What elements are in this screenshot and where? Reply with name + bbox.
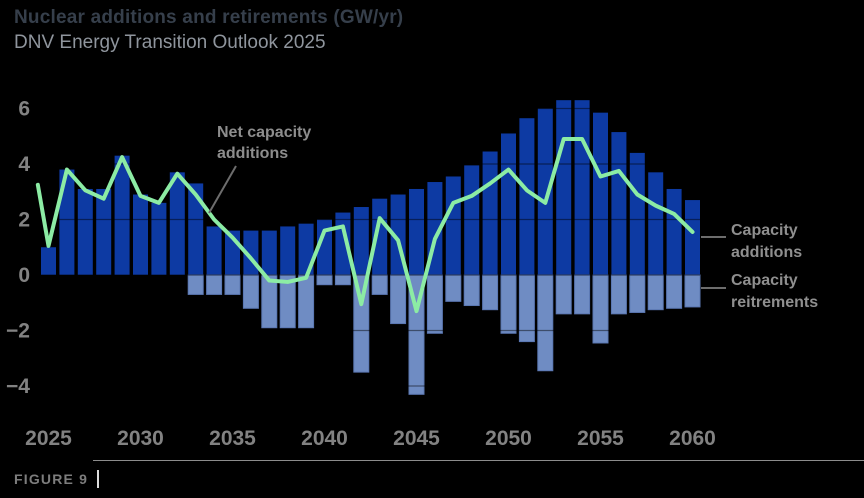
bar-retirement-2057 [629, 274, 646, 313]
bar-addition-2051 [519, 118, 535, 276]
bar-addition-2045 [409, 188, 424, 275]
bar-addition-2033 [188, 183, 204, 275]
bar-retirement-2036 [242, 274, 259, 309]
bar-addition-2043 [372, 198, 388, 275]
bar-retirement-2053 [555, 274, 572, 315]
bar-addition-2040 [317, 219, 332, 275]
legend-retirements-leader-line [701, 287, 726, 289]
bar-addition-2030 [133, 194, 148, 275]
bar-addition-2038 [280, 226, 296, 275]
legend-capacity-retirements-line1: Capacity [731, 272, 798, 289]
legend-capacity-additions-line2: additions [731, 244, 803, 261]
bar-addition-2048 [464, 165, 480, 275]
bar-addition-2054 [574, 100, 590, 275]
bar-addition-2058 [648, 172, 664, 275]
x-tick-label-2030: 2030 [117, 427, 164, 450]
bar-addition-2060 [685, 200, 700, 275]
bar-addition-2052 [537, 108, 553, 275]
bar-addition-2028 [96, 188, 112, 275]
bar-retirement-2039 [298, 274, 315, 329]
bar-addition-2027 [77, 188, 93, 275]
bar-addition-2032 [169, 172, 185, 275]
bar-retirement-2045 [408, 274, 425, 395]
x-tick-label-2025: 2025 [25, 427, 72, 450]
x-tick-label-2055: 2055 [577, 427, 624, 450]
chart-title: Nuclear additions and retirements (GW/yr… [14, 7, 404, 28]
caption-divider-line [93, 460, 864, 461]
bar-retirement-2046 [426, 274, 443, 334]
bar-retirement-2040 [316, 274, 333, 286]
bar-retirement-2049 [482, 274, 499, 311]
figure-caption-separator [97, 470, 100, 488]
net-additions-annotation-line2: additions [217, 145, 289, 162]
bar-addition-2059 [666, 188, 682, 275]
bar-addition-2050 [501, 133, 516, 275]
bar-retirement-2051 [518, 274, 535, 343]
bar-retirement-2043 [371, 274, 388, 295]
y-tick-label-0: 0 [18, 264, 30, 287]
bar-retirement-2038 [279, 274, 296, 329]
x-tick-label-2060: 2060 [669, 427, 716, 450]
bar-retirement-2035 [224, 274, 241, 295]
y-tick-label--4: −4 [6, 375, 30, 398]
bar-retirement-2033 [187, 274, 204, 295]
chart-canvas: 6 4 2 0 −2 −4 2025 2030 2035 2040 2045 2050 2055 2060 [6, 98, 716, 451]
bar-retirement-2050 [500, 274, 517, 334]
bar-addition-2042 [353, 207, 369, 275]
legend-additions-leader-line [701, 236, 726, 238]
bar-retirement-2059 [666, 274, 683, 309]
bar-addition-2039 [298, 223, 314, 275]
x-tick-label-2040: 2040 [301, 427, 348, 450]
bar-addition-2037 [261, 230, 277, 275]
bar-addition-2047 [445, 176, 461, 275]
bar-retirement-2048 [463, 274, 480, 307]
legend-capacity-retirements-line2: reitrements [731, 294, 819, 311]
bar-addition-2026 [59, 169, 75, 275]
bar-addition-2057 [629, 152, 645, 275]
bar-retirement-2034 [206, 274, 223, 295]
bar-retirement-2037 [261, 274, 278, 329]
bar-addition-2031 [151, 202, 167, 275]
bar-addition-2034 [206, 226, 222, 275]
x-tick-label-2050: 2050 [485, 427, 532, 450]
bar-retirement-2042 [353, 274, 370, 373]
bar-retirement-2056 [610, 274, 627, 315]
y-tick-label--2: −2 [6, 320, 30, 343]
legend-capacity-additions: Capacity additions [731, 220, 802, 264]
net-additions-annotation-line1: Net capacity [217, 124, 312, 141]
bar-retirement-2044 [390, 274, 407, 325]
bar-addition-2053 [556, 100, 572, 275]
y-tick-label-4: 4 [18, 153, 30, 176]
bar-retirement-2054 [574, 274, 591, 315]
bar-retirement-2041 [334, 274, 351, 286]
bar-addition-2025 [41, 247, 56, 275]
bar-retirement-2052 [537, 274, 554, 372]
legend-capacity-additions-line1: Capacity [731, 222, 798, 239]
y-tick-label-2: 2 [18, 209, 30, 232]
x-tick-label-2045: 2045 [393, 427, 440, 450]
bar-addition-2049 [482, 151, 498, 275]
x-tick-label-2035: 2035 [209, 427, 256, 450]
legend-capacity-retirements: Capacity reitrements [731, 270, 818, 314]
net-additions-annotation: Net capacity additions [217, 122, 311, 164]
bar-retirement-2047 [445, 274, 462, 302]
net-capacity-additions-line [35, 137, 695, 314]
bar-addition-2029 [114, 155, 130, 275]
figure-caption-label: FIGURE 9 [14, 471, 89, 487]
bar-retirement-2060 [684, 274, 701, 308]
bar-addition-2056 [611, 132, 627, 275]
y-tick-label-6: 6 [18, 98, 30, 121]
chart-subtitle: DNV Energy Transition Outlook 2025 [14, 32, 326, 53]
figure-caption: FIGURE 9 [14, 470, 100, 488]
annotation-leader-line [208, 165, 237, 214]
bar-retirement-2058 [647, 274, 664, 311]
bar-addition-2055 [593, 112, 608, 275]
bar-retirement-2055 [592, 274, 609, 344]
